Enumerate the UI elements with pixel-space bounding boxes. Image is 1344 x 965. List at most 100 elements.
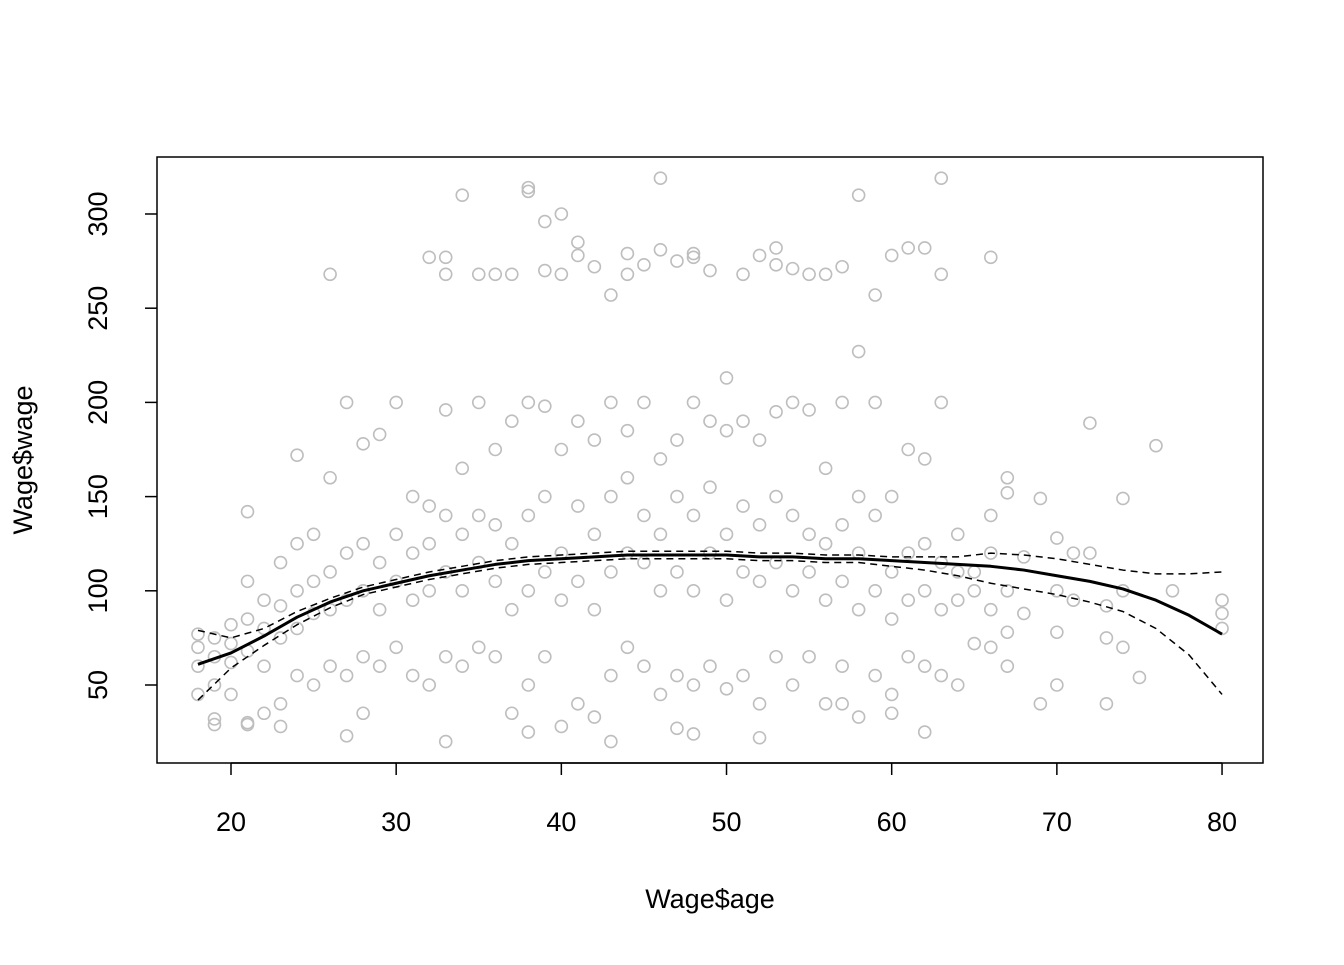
scatter-point bbox=[620, 546, 635, 560]
scatter-point bbox=[686, 508, 701, 523]
x-tick-label: 50 bbox=[711, 807, 741, 837]
scatter-point bbox=[736, 565, 750, 579]
scatter-point bbox=[752, 574, 767, 589]
scatter-point bbox=[1149, 438, 1163, 453]
scatter-point bbox=[620, 423, 635, 438]
scatter-point bbox=[785, 583, 800, 598]
scatter-point bbox=[1099, 697, 1114, 711]
x-tick-label: 80 bbox=[1207, 807, 1237, 837]
scatter-point bbox=[620, 470, 635, 485]
scatter-point bbox=[521, 180, 536, 195]
scatter-point bbox=[1050, 531, 1064, 545]
scatter-point bbox=[405, 546, 420, 560]
scatter-point bbox=[571, 697, 585, 711]
scatter-point bbox=[637, 508, 651, 523]
scatter-point bbox=[290, 536, 304, 551]
scatter-point bbox=[405, 489, 420, 504]
scatter-point bbox=[521, 725, 536, 739]
scatter-point bbox=[521, 583, 536, 598]
scatter-point bbox=[835, 659, 849, 673]
y-tick-label: 200 bbox=[83, 380, 113, 425]
confidence-band-line bbox=[197, 558, 1223, 701]
x-axis-label: Wage$age bbox=[645, 884, 775, 914]
scatter-point bbox=[1017, 550, 1031, 564]
scatter-point bbox=[851, 602, 866, 617]
x-tick-label: 20 bbox=[216, 807, 246, 837]
scatter-point bbox=[884, 706, 899, 721]
scatter-point bbox=[802, 267, 816, 282]
scatter-point bbox=[488, 518, 503, 532]
scatter-point bbox=[818, 697, 833, 711]
scatter-point bbox=[818, 267, 833, 282]
scatter-point bbox=[785, 508, 800, 523]
scatter-point bbox=[637, 659, 651, 673]
scatter-point bbox=[422, 250, 437, 265]
scatter-point bbox=[851, 344, 866, 359]
scatter-point bbox=[1000, 659, 1015, 673]
scatter-point bbox=[769, 405, 783, 419]
scatter-point bbox=[372, 427, 387, 442]
scatter-point bbox=[273, 719, 288, 734]
scatter-point bbox=[884, 612, 899, 626]
scatter-point bbox=[438, 649, 453, 664]
scatter-point bbox=[950, 678, 965, 692]
scatter-point bbox=[521, 678, 536, 692]
scatter-point bbox=[538, 214, 552, 229]
scatter-point bbox=[504, 414, 519, 429]
scatter-point bbox=[719, 681, 734, 696]
scatter-point bbox=[950, 565, 965, 579]
scatter-point bbox=[736, 499, 750, 513]
scatter-point bbox=[488, 649, 503, 664]
scatter-point bbox=[1000, 470, 1015, 485]
scatter-point bbox=[191, 640, 205, 655]
scatter-point bbox=[207, 631, 222, 645]
scatter-point bbox=[538, 649, 552, 664]
scatter-point bbox=[752, 518, 767, 532]
scatter-point bbox=[1050, 678, 1064, 692]
scatter-point bbox=[950, 593, 965, 608]
scatter-point bbox=[1033, 491, 1048, 506]
scatter-point bbox=[901, 241, 916, 255]
scatter-point bbox=[504, 706, 519, 721]
scatter-point bbox=[1116, 491, 1130, 506]
scatter-point bbox=[604, 489, 618, 504]
scatter-point bbox=[554, 207, 569, 221]
y-tick-label: 150 bbox=[83, 474, 113, 519]
scatter-point bbox=[257, 593, 271, 608]
scatter-point bbox=[703, 414, 717, 429]
scatter-point bbox=[224, 617, 238, 632]
scatter-point bbox=[389, 395, 403, 410]
scatter-point bbox=[752, 433, 767, 447]
scatter-point bbox=[339, 395, 354, 410]
scatter-point bbox=[290, 621, 304, 636]
y-tick-label: 300 bbox=[83, 191, 113, 236]
scatter-point bbox=[339, 729, 354, 743]
scatter-point bbox=[752, 248, 767, 263]
scatter-point bbox=[1066, 593, 1081, 608]
scatter-point bbox=[983, 602, 998, 617]
scatter-point bbox=[587, 602, 602, 617]
scatter-point bbox=[653, 242, 668, 257]
scatter-point bbox=[983, 640, 998, 655]
scatter-point bbox=[868, 668, 882, 683]
scatter-point bbox=[224, 636, 238, 651]
scatter-point bbox=[405, 668, 420, 683]
scatter-point bbox=[1099, 631, 1114, 645]
scatter-point bbox=[934, 171, 949, 185]
scatter-point bbox=[372, 555, 387, 570]
scatter-point bbox=[934, 668, 949, 683]
scatter-point bbox=[686, 246, 701, 261]
scatter-point bbox=[1215, 621, 1229, 636]
scatter-point bbox=[637, 555, 651, 570]
scatter-point bbox=[438, 508, 453, 523]
scatter-point bbox=[604, 288, 618, 302]
scatter-point bbox=[686, 250, 701, 265]
scatter-point bbox=[620, 267, 635, 282]
scatter-point bbox=[504, 536, 519, 551]
scatter-point bbox=[240, 612, 255, 626]
scatter-point bbox=[538, 565, 552, 579]
scatter-point bbox=[1050, 625, 1064, 640]
scatter-point bbox=[1215, 593, 1229, 608]
scatter-point bbox=[339, 668, 354, 683]
scatter-point bbox=[818, 536, 833, 551]
